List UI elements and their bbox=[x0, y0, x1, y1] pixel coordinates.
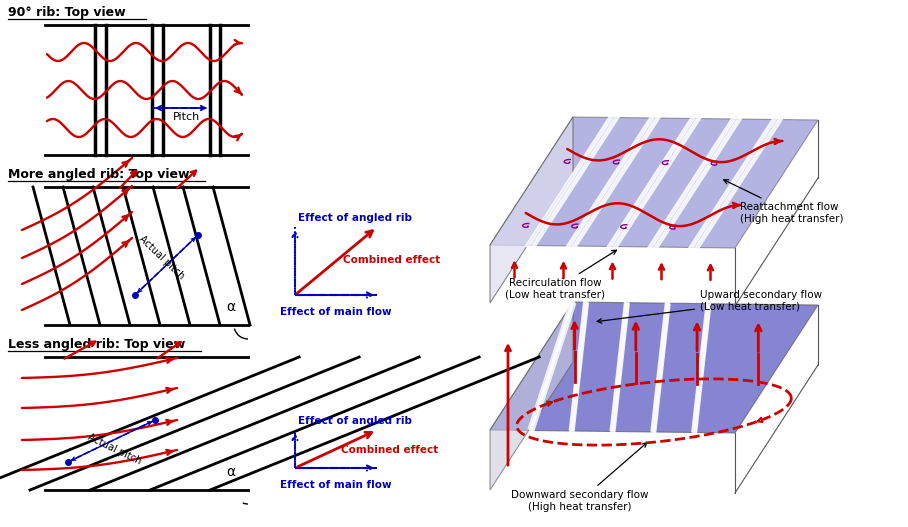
Text: Less angled rib: Top view: Less angled rib: Top view bbox=[8, 338, 185, 351]
Text: Downward secondary flow
(High heat transfer): Downward secondary flow (High heat trans… bbox=[511, 443, 648, 512]
Polygon shape bbox=[490, 302, 573, 490]
Text: Effect of main flow: Effect of main flow bbox=[281, 307, 392, 317]
Text: α: α bbox=[226, 465, 235, 479]
Polygon shape bbox=[490, 117, 818, 248]
Text: Effect of angled rib: Effect of angled rib bbox=[298, 416, 412, 426]
Text: Reattachment flow
(High heat transfer): Reattachment flow (High heat transfer) bbox=[724, 180, 844, 223]
Text: Actual pitch: Actual pitch bbox=[86, 432, 143, 467]
Text: α: α bbox=[226, 300, 235, 314]
Text: Pitch: Pitch bbox=[173, 112, 200, 122]
Text: Effect of angled rib: Effect of angled rib bbox=[298, 213, 412, 223]
Text: 90° rib: Top view: 90° rib: Top view bbox=[8, 6, 125, 19]
Text: Effect of main flow: Effect of main flow bbox=[281, 480, 392, 490]
Text: Actual pitch: Actual pitch bbox=[137, 233, 186, 281]
Text: Combined effect: Combined effect bbox=[341, 445, 439, 455]
Polygon shape bbox=[490, 302, 818, 433]
Text: Combined effect: Combined effect bbox=[343, 255, 440, 265]
Text: Upward secondary flow
(Low heat transfer): Upward secondary flow (Low heat transfer… bbox=[597, 290, 822, 323]
Text: More angled rib: Top view: More angled rib: Top view bbox=[8, 168, 190, 181]
Text: Recirculation flow
(Low heat transfer): Recirculation flow (Low heat transfer) bbox=[505, 250, 617, 300]
Polygon shape bbox=[490, 117, 573, 303]
